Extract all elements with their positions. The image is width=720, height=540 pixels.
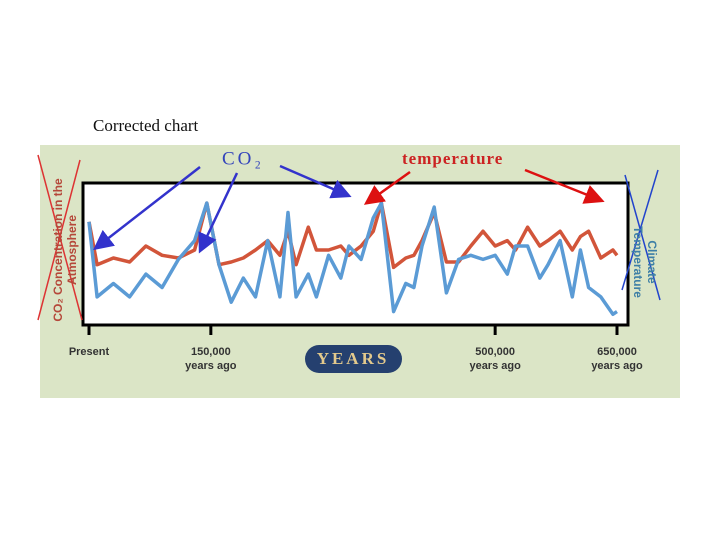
x-tick-label: 150,000 years ago bbox=[185, 346, 237, 372]
y-axis-label: CO₂ Concentration in the Atmosphere bbox=[51, 178, 79, 322]
y2-axis-label: Climate Temperature bbox=[631, 226, 659, 298]
slide-title: Corrected chart bbox=[93, 116, 199, 135]
x-tick-label: Present bbox=[68, 346, 110, 358]
series-line bbox=[87, 201, 618, 317]
x-axis-label: YEARS bbox=[317, 349, 390, 368]
arrows bbox=[93, 164, 605, 254]
x-tick-label: 500,000 years ago bbox=[469, 346, 521, 372]
annotation: temperature bbox=[402, 149, 503, 168]
years-badge bbox=[305, 345, 402, 373]
annotation: CO₂ bbox=[222, 148, 264, 169]
cross-outs bbox=[37, 154, 661, 321]
x-tick-label: 650,000 years ago bbox=[591, 346, 643, 372]
